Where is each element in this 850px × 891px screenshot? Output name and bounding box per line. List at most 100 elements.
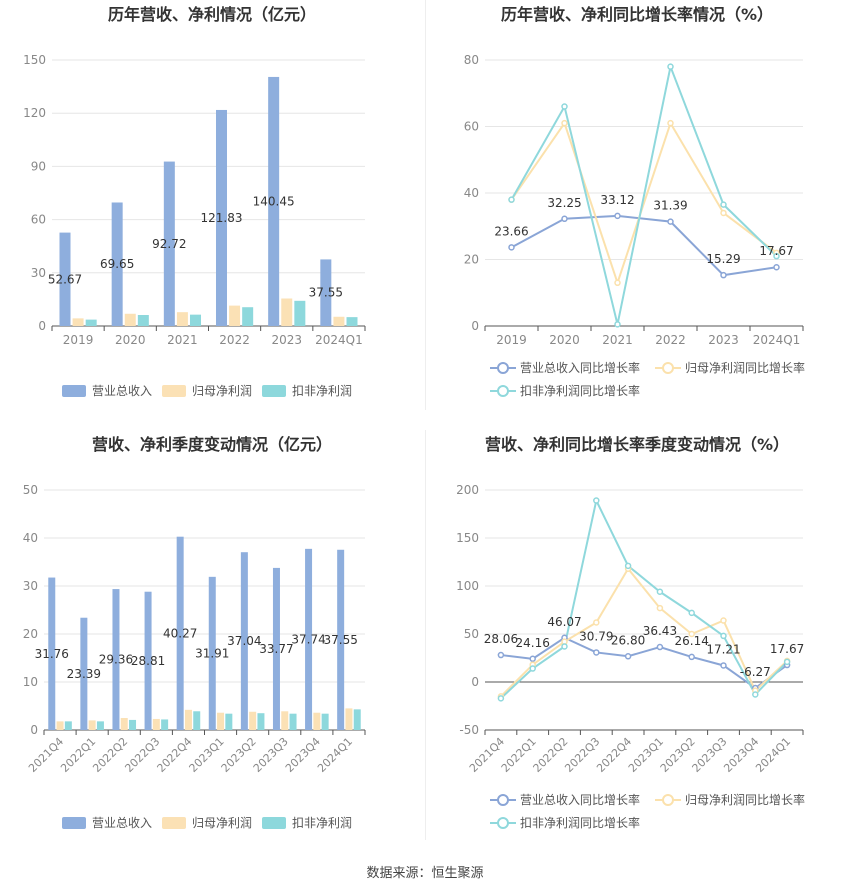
legend-swatch [162,817,186,829]
data-label: 37.55 [323,633,357,647]
x-tick-label: 2024Q1 [315,333,363,347]
x-tick-label: 2021 [602,333,633,347]
bar [257,713,265,730]
legend-label: 营业总收入同比增长率 [520,360,640,375]
y-tick-label: 80 [464,53,479,67]
data-source-note: 数据来源：恒生聚源 [366,866,484,881]
bar [176,536,184,730]
data-label: -6.27 [740,665,771,679]
bar [272,567,280,730]
legend-swatch [62,817,86,829]
x-tick-label: 2019 [496,333,527,347]
data-label: 23.39 [67,667,101,681]
legend-swatch-marker [497,817,509,829]
bar [129,719,137,730]
legend-label: 营业总收入同比增长率 [520,792,640,807]
data-point [720,632,727,640]
bar [313,712,321,730]
data-label: 17.21 [706,642,740,656]
data-point [624,562,632,570]
y-tick-label: 50 [464,627,479,641]
bar [137,315,149,326]
data-point [593,619,600,626]
legend-swatch-marker [662,362,674,374]
data-label: 17.67 [759,244,793,258]
bar [229,305,241,326]
data-label: 37.04 [227,634,261,648]
bar [281,298,293,326]
bar [48,577,56,730]
bar [240,552,248,730]
y-tick-label: 100 [456,579,479,593]
data-point [720,201,727,208]
bar [64,721,72,730]
quarterly-growth-rate-svg: 营收、净利同比增长率季度变动情况（%）-500501001502002021Q4… [456,435,805,830]
data-label: 28.06 [484,632,518,646]
bar [305,548,313,730]
legend-label: 营业总收入 [92,384,152,398]
x-tick-label: 2024Q1 [753,735,793,775]
data-label: 31.76 [35,647,69,661]
data-point [656,588,664,596]
bar [217,712,225,730]
bar [56,721,64,730]
data-point [720,617,727,624]
data-point [593,649,600,656]
data-point [656,643,664,651]
annual-revenue-profit-svg: 历年营收、净利情况（亿元） 0 30 60 90 120 150 2019 2020 2021 20… [23,5,366,398]
bar [281,711,289,730]
y-tick-label: 40 [464,186,479,200]
data-point [720,662,727,669]
data-point [667,218,674,225]
chart-title: 历年营收、净利情况（亿元） [108,5,316,24]
y-tick-label: 40 [23,531,38,545]
legend-swatch-marker [497,362,509,374]
chart-title: 历年营收、净利同比增长率情况（%） [501,5,773,24]
legend-label: 扣非净利润同比增长率 [520,815,640,830]
legend-swatch [162,385,186,397]
data-point [752,691,759,698]
x-tick-label: 2023 [271,333,302,347]
data-point [508,196,515,203]
legend-label: 扣非净利润同比增长率 [520,383,640,398]
data-point [614,279,621,287]
data-point [561,119,568,127]
bar [120,718,128,730]
y-tick-label: 200 [456,483,479,497]
x-tick-label: 2019 [63,333,94,347]
bar [124,313,136,326]
x-tick-label: 2024Q1 [315,735,355,775]
quarterly-revenue-profit-svg: 营收、净利季度变动情况（亿元）010203040502021Q42022Q120… [23,435,366,830]
y-tick-label: 60 [464,120,479,134]
data-point [688,630,695,638]
y-tick-label: 30 [23,579,38,593]
data-point [529,655,536,663]
data-label: 30.79 [579,629,613,643]
chart-title: 营收、净利同比增长率季度变动情况（%） [485,435,789,454]
bar [163,161,175,326]
bar [184,709,192,730]
legend-label: 营业总收入 [92,816,152,830]
data-label: 37.74 [291,632,325,646]
data-label: 17.67 [770,642,804,656]
bar [289,713,297,730]
x-tick-label: 2022 [219,333,250,347]
data-label: 33.12 [600,193,634,207]
y-tick-label: 0 [471,319,479,333]
data-label: 31.91 [195,646,229,660]
legend-swatch-marker [497,794,509,806]
x-tick-label: 2021 [167,333,198,347]
bar [111,202,123,326]
y-tick-label: 90 [31,159,46,173]
data-point [720,209,727,217]
data-label: 33.77 [259,642,293,656]
bar [190,314,202,326]
legend-swatch-marker [497,385,509,397]
legend-swatch [262,817,286,829]
x-tick-label: 2023 [708,333,739,347]
data-point [497,695,505,702]
x-tick-label: 2020 [549,333,580,347]
y-tick-label: 20 [23,627,38,641]
panel-divider-bottom [425,430,426,840]
annual-growth-rate-svg: 历年营收、净利同比增长率情况（%） 0 20 40 60 80 2019 2020 2021 20… [464,5,805,398]
